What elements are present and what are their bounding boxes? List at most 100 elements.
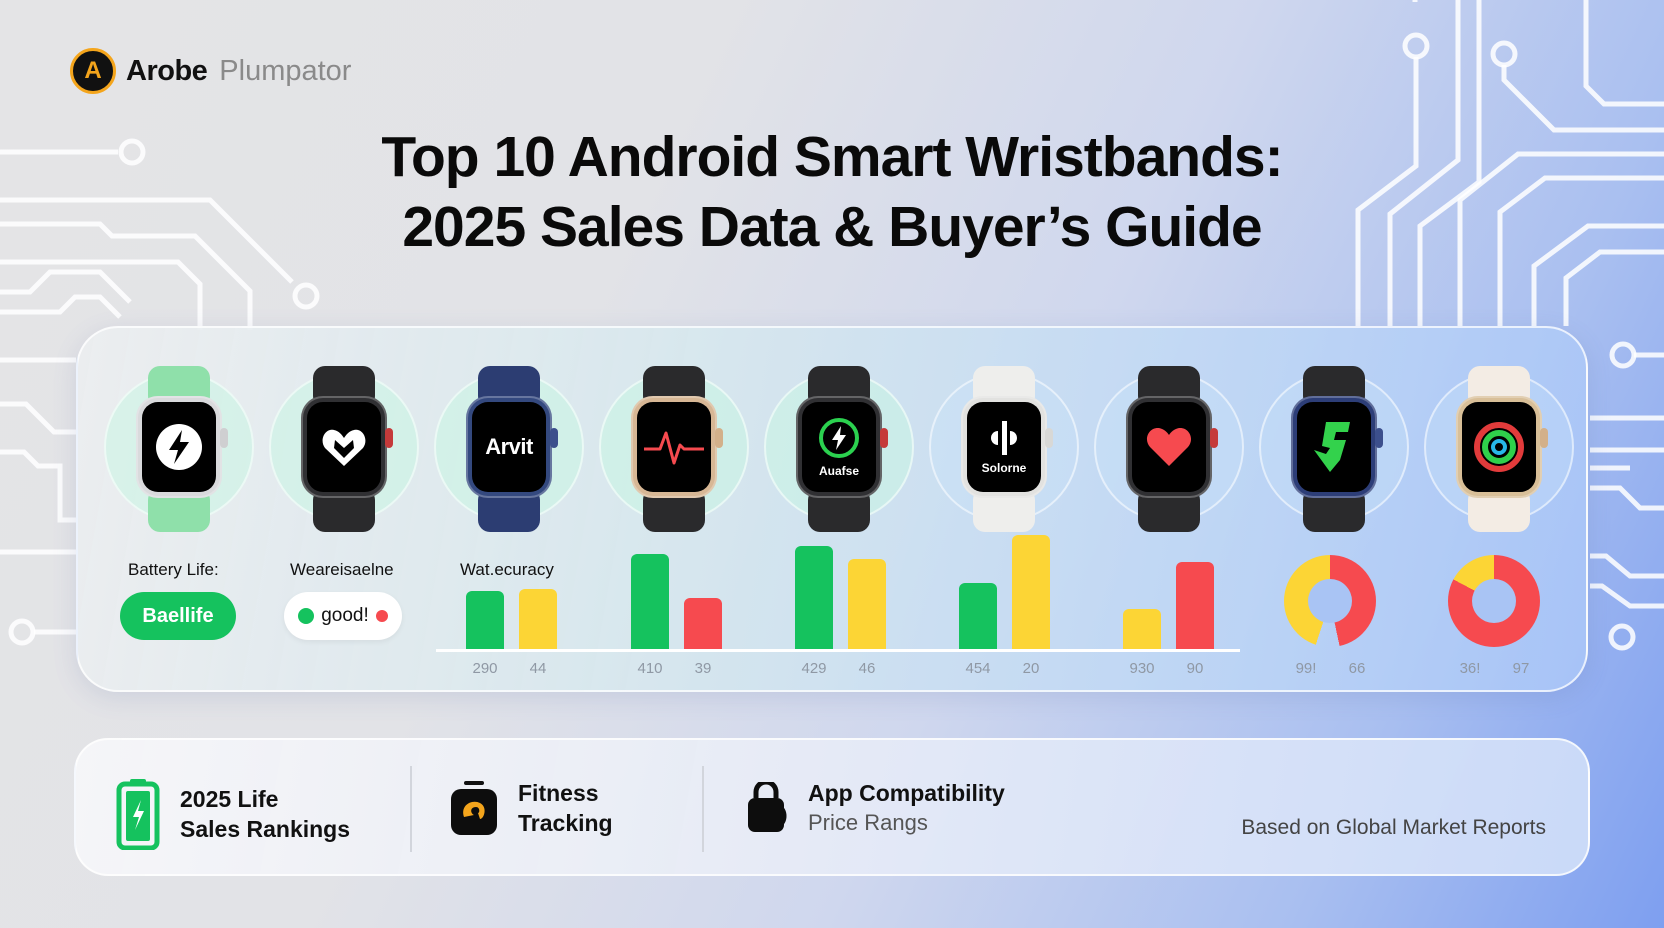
tick-label: 90 (1186, 660, 1204, 677)
feature-line-2: Price Rangs (808, 810, 928, 835)
watch-case (1291, 396, 1377, 498)
watch-crown (715, 428, 723, 448)
brand-logo[interactable]: A Arobe Plumpator (70, 48, 351, 94)
donut-label: 97 (1512, 660, 1530, 677)
watch-screen (1132, 402, 1206, 492)
battery-life-label: Battery Life: (128, 560, 219, 579)
tick-label: 410 (637, 660, 663, 677)
watch-crown (1210, 428, 1218, 448)
heart-icon (1146, 427, 1192, 466)
bar-group3-a[interactable] (795, 546, 833, 649)
bar-group2-b[interactable] (684, 598, 722, 649)
product-name: Plumpator (219, 54, 352, 87)
donut-chart-2[interactable] (1448, 555, 1540, 647)
watch-brand-text: Arvit (485, 434, 533, 459)
watch-case: Arvit (466, 396, 552, 498)
tick-label: 39 (694, 660, 712, 677)
page-title: Top 10 Android Smart Wristbands: 2025 Sa… (0, 122, 1664, 262)
tick-label: 46 (858, 660, 876, 677)
bar-group1-b[interactable] (519, 589, 557, 649)
feature-line-2: Sales Rankings (180, 816, 351, 842)
watch-screen: Auafse (802, 402, 876, 492)
tick-label: 429 (801, 660, 827, 677)
divider (702, 766, 704, 852)
watch-screen (1462, 402, 1536, 492)
bar-group4-a[interactable] (959, 583, 997, 649)
donut-chart-1[interactable] (1284, 555, 1376, 647)
watch-screen (637, 402, 711, 492)
charging-ring-icon (819, 418, 859, 458)
status-dot-red-icon (375, 610, 388, 622)
battery-life-badge[interactable]: Baellife (120, 592, 236, 640)
feature-line-1: App Compatibility (808, 780, 1005, 806)
watch-case (1126, 396, 1212, 498)
lightning-bolt-icon (156, 424, 202, 470)
feature-sales-rankings[interactable]: 2025 Life Sales Rankings (116, 778, 350, 850)
watch-card-6[interactable]: Solorne (929, 366, 1079, 532)
tick-label: 290 (472, 660, 498, 677)
watch-card-3[interactable]: Arvit (434, 366, 584, 532)
watch-screen: Solorne (967, 402, 1041, 492)
watch-case (301, 396, 387, 498)
source-note: Based on Global Market Reports (1241, 816, 1546, 839)
heartbeat-pulse-icon (644, 431, 704, 465)
donut-label: 66 (1348, 660, 1366, 677)
tick-label: 44 (529, 660, 547, 677)
watch-brand-text: Solorne (981, 461, 1027, 475)
feature-line-1: 2025 Life (180, 786, 279, 812)
feature-footer: 2025 Life Sales Rankings Fitness Trackin… (74, 738, 1590, 876)
tick-label: 930 (1129, 660, 1155, 677)
watch-crown (1045, 428, 1053, 448)
watch-case: Solorne (961, 396, 1047, 498)
feature-app-compatibility[interactable]: App Compatibility Price Rangs (746, 778, 1005, 838)
watch-screen (1297, 402, 1371, 492)
bar-group3-b[interactable] (848, 559, 886, 649)
bar-group1-a[interactable] (466, 591, 504, 649)
activity-rings-icon (1474, 422, 1524, 472)
watch-crown (1540, 428, 1548, 448)
watch-crown (880, 428, 888, 448)
watch-card-2[interactable] (269, 366, 419, 532)
watch-screen (142, 402, 216, 492)
tick-label: 20 (1022, 660, 1040, 677)
heart-logo-icon (322, 429, 366, 466)
watch-crown (1375, 428, 1383, 448)
battery-charging-icon (116, 779, 160, 850)
accuracy-label: Wat.ecuracy (460, 560, 554, 579)
chart-baseline (436, 649, 1240, 652)
watch-card-8[interactable] (1259, 366, 1409, 532)
watch-card-7[interactable] (1094, 366, 1244, 532)
feature-line-2: Tracking (518, 810, 613, 836)
tick-label: 454 (965, 660, 991, 677)
watch-card-5[interactable]: Auafse (764, 366, 914, 532)
watch-screen: Arvit (472, 402, 546, 492)
lock-bag-icon (748, 782, 787, 832)
brand-name: Arobe (126, 54, 208, 87)
watch-brand-text: Auafse (818, 464, 859, 478)
fitness-app-icon (451, 781, 497, 835)
watch-card-4[interactable] (599, 366, 749, 532)
green-arrow-logo-icon (1314, 422, 1350, 472)
watch-case (631, 396, 717, 498)
watch-case (1456, 396, 1542, 498)
watch-case: Auafse (796, 396, 882, 498)
wear-comfort-value: good! (321, 605, 369, 626)
watch-card-1[interactable] (104, 366, 254, 532)
feature-line-1: Fitness (518, 780, 599, 806)
watch-crown (550, 428, 558, 448)
watch-crown (220, 428, 228, 448)
wear-comfort-badge[interactable]: good! (284, 592, 402, 640)
title-line-2: 2025 Sales Data & Buyer’s Guide (402, 195, 1262, 259)
bar-group5-a[interactable] (1123, 609, 1161, 649)
donut-label: 99! (1295, 660, 1317, 677)
donut-label: 36! (1459, 660, 1481, 677)
watch-card-9[interactable] (1424, 366, 1574, 532)
bars-logo-icon (991, 421, 1017, 455)
bar-group4-b[interactable] (1012, 535, 1050, 649)
logo-mark-icon: A (70, 48, 116, 94)
bar-group2-a[interactable] (631, 554, 669, 649)
bar-group5-b[interactable] (1176, 562, 1214, 649)
feature-fitness-tracking[interactable]: Fitness Tracking (450, 778, 613, 838)
watch-case (136, 396, 222, 498)
